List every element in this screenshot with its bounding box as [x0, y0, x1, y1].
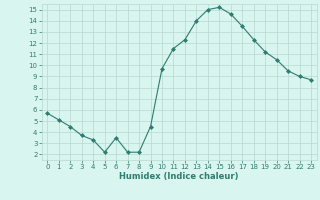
X-axis label: Humidex (Indice chaleur): Humidex (Indice chaleur) [119, 172, 239, 181]
